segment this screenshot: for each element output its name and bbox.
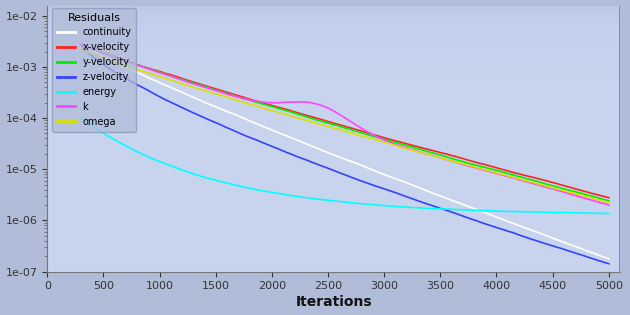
X-axis label: Iterations: Iterations bbox=[295, 295, 372, 309]
Legend: continuity, x-velocity, y-velocity, z-velocity, energy, k, omega: continuity, x-velocity, y-velocity, z-ve… bbox=[52, 8, 136, 131]
